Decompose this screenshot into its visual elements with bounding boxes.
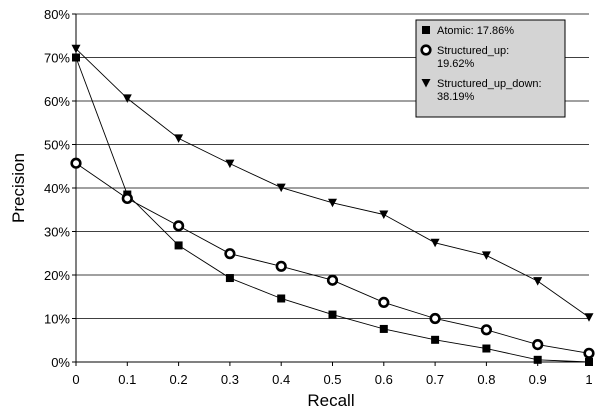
series-line [75,162,590,354]
x-tick-label: 0.8 [477,372,495,387]
data-point [72,53,80,62]
x-tick-label: 0.7 [426,372,444,387]
legend-marker [422,26,430,34]
data-point [585,358,593,366]
legend-label: Structured_up_down: [437,78,542,90]
x-tick-label: 0.5 [323,372,341,387]
data-point [584,313,594,322]
data-point [276,183,286,193]
y-tick-label: 60% [44,94,70,109]
data-point [121,192,133,205]
legend-box [415,19,566,118]
y-tick-label: 10% [44,312,70,327]
data-point [533,277,543,286]
data-point [431,335,440,344]
data-point [70,157,82,169]
y-tick-label: 80% [44,7,70,22]
x-tick-label: 0.2 [170,372,188,387]
x-tick-label: 0.9 [529,372,547,387]
data-point [533,355,542,364]
y-axis-title: Precision [9,153,28,223]
data-point [174,134,184,143]
series-group [70,44,595,366]
axes [72,13,590,366]
y-tick-label: 30% [44,225,70,240]
legend-label: 19.62% [437,58,475,70]
data-point [122,94,132,103]
y-tick-label: 50% [44,138,70,153]
legend-label: Atomic: 17.86% [437,25,514,37]
x-axis-title: Recall [307,391,354,410]
legend-marker [420,44,432,56]
x-tick-label: 0.1 [118,372,136,387]
legend-label: 38.19% [437,91,475,103]
y-tick-label: 20% [44,268,70,283]
x-tick-label: 0.6 [375,372,393,387]
series-triangle-down [71,44,594,322]
data-point [480,324,493,336]
y-tick-label: 0% [51,355,70,370]
data-point [326,274,339,286]
data-point [379,324,388,333]
data-point [225,159,235,169]
data-point [583,347,595,359]
data-point [174,241,183,250]
data-point [532,339,544,351]
data-point [224,248,236,260]
y-tick-label: 70% [44,51,70,66]
data-point [277,294,286,303]
legend: Atomic: 17.86% Structured_up:19.62% Struct… [415,19,566,118]
x-tick-label: 0 [72,372,79,387]
tick-labels: 0% 10% 20% 30% 40% 50% 60% 70% 80% 0 0.1 0.2 0.3 0.4 0… [44,7,593,387]
data-point [378,296,390,309]
data-point [71,44,81,54]
grid-lines [76,13,589,363]
data-point [430,238,440,248]
x-tick-label: 0.4 [272,372,290,387]
x-tick-label: 1 [585,372,592,387]
data-point [225,274,234,283]
data-point [173,220,185,232]
data-point [328,198,337,208]
legend-label: Structured_up: [437,45,509,57]
data-point [481,251,491,260]
y-tick-label: 40% [44,181,70,196]
data-point [379,210,389,220]
x-tick-label: 0.3 [221,372,239,387]
data-point [275,260,287,272]
series-ring [70,157,595,359]
legend-marker [421,79,431,88]
data-point [429,312,441,325]
data-point [482,344,491,353]
data-point [328,310,337,319]
